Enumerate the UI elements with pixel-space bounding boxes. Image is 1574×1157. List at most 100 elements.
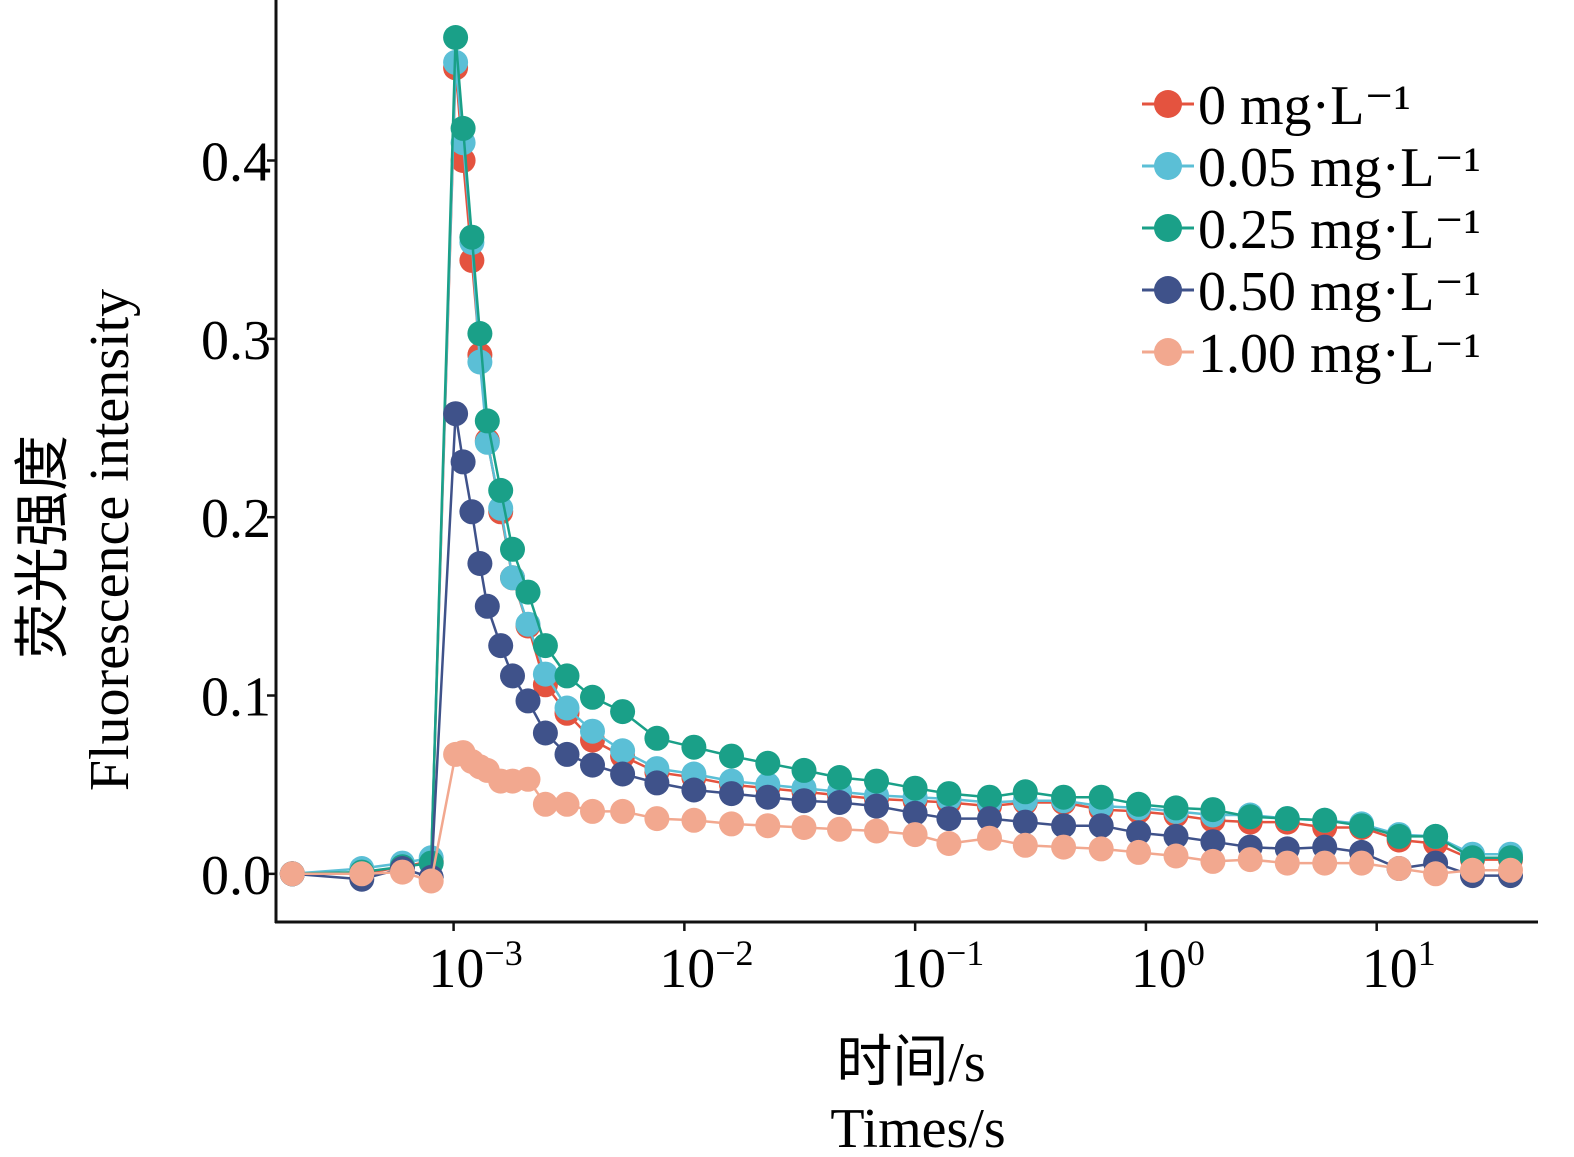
data-point — [443, 25, 469, 50]
data-point — [791, 815, 817, 840]
y-axis-title-line-2: Fluorescence intensity — [79, 289, 141, 791]
data-point — [1163, 823, 1189, 849]
data-point — [554, 791, 580, 817]
data-point — [474, 408, 500, 434]
data-point — [1386, 823, 1412, 849]
data-point — [1088, 813, 1114, 839]
x-tick-label: 100 — [1131, 933, 1205, 1000]
data-point — [1237, 804, 1263, 830]
y-tick-label: 0.2 — [201, 488, 271, 550]
y-tick-label: 0.4 — [201, 132, 271, 194]
data-point — [610, 699, 636, 725]
y-tick-label: 0.1 — [201, 667, 271, 729]
legend-item: 0.05 mg·L⁻¹ — [1142, 137, 1481, 199]
legend-item: 0.25 mg·L⁻¹ — [1142, 199, 1481, 261]
series-4 — [279, 740, 1523, 894]
data-point — [1423, 861, 1449, 887]
data-point — [488, 633, 514, 659]
data-point — [580, 798, 605, 824]
data-point — [1051, 834, 1077, 860]
data-point — [474, 593, 500, 619]
data-point — [864, 793, 889, 819]
data-point — [532, 720, 558, 746]
data-point — [902, 800, 928, 826]
data-point — [450, 449, 476, 475]
data-point — [1312, 807, 1338, 833]
legend-item: 0.50 mg·L⁻¹ — [1142, 261, 1481, 323]
data-point — [1237, 847, 1263, 873]
data-point — [977, 806, 1002, 832]
x-tick-label: 10−2 — [659, 933, 753, 1000]
y-tick-group: 0.0 0.1 0.2 0.3 0.4 — [201, 132, 276, 907]
data-point — [827, 816, 852, 842]
data-point — [610, 798, 636, 824]
x-tick-label: 10−1 — [890, 933, 984, 1000]
y-tick-label: 0.3 — [201, 310, 271, 372]
data-point — [467, 551, 493, 576]
data-point — [1274, 806, 1300, 832]
data-point — [681, 777, 707, 803]
data-point — [1163, 843, 1189, 869]
data-point — [936, 831, 962, 856]
data-point — [755, 784, 781, 810]
data-point — [902, 822, 928, 848]
data-point — [1051, 784, 1077, 810]
data-point — [827, 790, 852, 815]
data-point — [1163, 795, 1189, 821]
series-line — [292, 36, 1511, 876]
data-point — [1498, 857, 1523, 883]
data-point — [755, 813, 781, 839]
data-point — [1200, 848, 1226, 874]
data-point — [936, 781, 962, 807]
y-tick-label: 0.0 — [201, 845, 271, 907]
data-point — [515, 688, 541, 714]
data-point — [1088, 784, 1114, 810]
data-point — [1126, 839, 1152, 865]
data-point — [755, 750, 781, 776]
data-point — [936, 806, 962, 832]
data-point — [554, 663, 580, 689]
axes — [274, 0, 1538, 924]
data-point — [580, 684, 605, 710]
data-point — [1012, 809, 1038, 835]
x-tick-label: 10−3 — [428, 933, 522, 1000]
data-point — [500, 663, 525, 689]
data-point — [418, 868, 444, 894]
legend-marker — [1154, 338, 1182, 366]
data-point — [515, 579, 541, 605]
data-point — [1126, 791, 1152, 817]
legend-marker — [1154, 214, 1182, 242]
data-point — [580, 718, 605, 744]
data-point — [443, 401, 469, 427]
data-point — [1423, 823, 1449, 849]
data-point — [719, 781, 744, 807]
data-point — [515, 766, 541, 792]
legend-marker — [1154, 276, 1182, 304]
data-point — [389, 859, 415, 885]
data-point — [644, 725, 670, 751]
legend-marker — [1154, 90, 1182, 118]
data-point — [644, 806, 670, 832]
data-point — [554, 695, 580, 721]
y-axis-title: 荧光强度 Fluorescence intensity — [13, 289, 141, 791]
legend: 0 mg·L⁻¹0.05 mg·L⁻¹0.25 mg·L⁻¹0.50 mg·L⁻… — [1142, 75, 1481, 385]
x-axis-title: 时间/s Times/s — [830, 1032, 1005, 1157]
data-point — [279, 861, 305, 887]
data-point — [532, 633, 558, 659]
x-tick-group: 10−3 10−2 10−1 100 101 — [428, 922, 1436, 1000]
data-point — [474, 429, 500, 455]
data-point — [1012, 832, 1038, 858]
legend-item: 0 mg·L⁻¹ — [1142, 75, 1411, 137]
data-point — [1200, 797, 1226, 823]
data-point — [644, 770, 670, 796]
data-point — [532, 791, 558, 817]
legend-label: 0.50 mg·L⁻¹ — [1198, 261, 1481, 323]
data-point — [864, 768, 889, 794]
y-axis-title-line-1: 荧光强度 — [13, 435, 75, 659]
legend-marker — [1154, 152, 1182, 180]
data-point — [488, 495, 514, 521]
data-point — [488, 477, 514, 503]
data-point — [864, 818, 889, 844]
data-point — [902, 775, 928, 801]
